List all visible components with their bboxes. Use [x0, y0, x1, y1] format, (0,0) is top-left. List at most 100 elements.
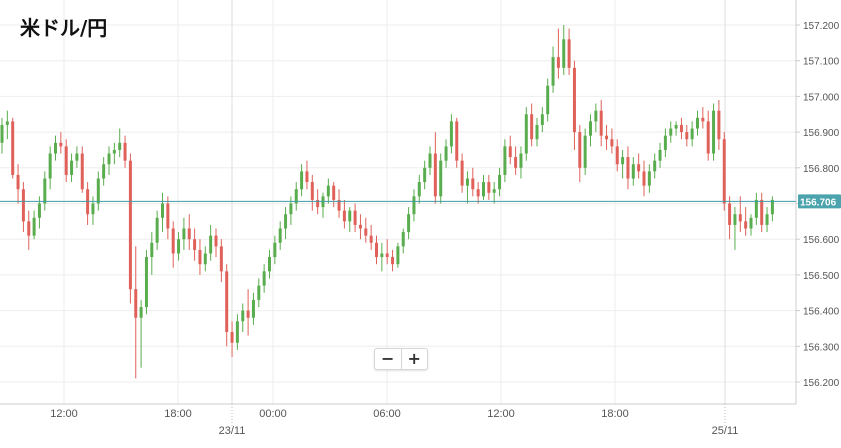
y-tick-label: 156.400: [803, 307, 840, 318]
candle: [246, 289, 250, 336]
candle-body: [396, 246, 400, 265]
candle: [589, 114, 592, 147]
candle: [219, 239, 223, 283]
candle-body: [316, 199, 320, 208]
candle: [498, 167, 502, 197]
candle-body: [647, 171, 651, 186]
candle: [615, 139, 619, 172]
candle-body: [444, 146, 448, 161]
candle: [209, 224, 213, 261]
y-tick-label: 156.900: [803, 128, 840, 139]
candle-body: [663, 135, 667, 150]
candle: [139, 299, 143, 368]
candle: [230, 321, 234, 358]
candle: [369, 224, 373, 250]
candle-body: [514, 157, 518, 168]
candle: [455, 117, 459, 168]
candle-body: [0, 124, 4, 143]
candle-body: [144, 257, 148, 308]
candle: [70, 153, 74, 183]
candle-body: [102, 164, 106, 179]
candle: [754, 192, 758, 225]
candle-body: [11, 121, 15, 175]
candle: [594, 103, 598, 133]
candle-body: [556, 57, 560, 68]
candle-body: [230, 332, 234, 343]
candle-body: [150, 242, 154, 258]
candle-body: [465, 178, 469, 186]
candle-body: [337, 199, 341, 211]
candle: [107, 146, 111, 175]
candle: [123, 135, 127, 168]
candle-body: [16, 174, 20, 190]
candle: [578, 124, 582, 183]
candle: [492, 182, 496, 204]
candle-body: [385, 253, 389, 258]
candle-body: [139, 307, 143, 318]
candle-body: [626, 157, 630, 179]
candle-body: [112, 149, 116, 154]
candle-body: [219, 246, 223, 272]
candle: [663, 128, 667, 158]
candle: [171, 221, 175, 268]
candle: [166, 196, 170, 240]
candle-body: [412, 196, 416, 215]
candle: [631, 157, 635, 186]
candle: [396, 242, 400, 268]
candle-body: [155, 217, 159, 243]
candle: [358, 214, 362, 240]
candle-body: [605, 135, 609, 140]
candle: [177, 232, 181, 261]
candle-body: [685, 132, 689, 140]
candle-body: [765, 214, 769, 225]
candle: [696, 110, 699, 136]
candle-body: [54, 142, 57, 154]
candle-body: [701, 117, 705, 122]
zoom-out-button[interactable]: −: [381, 349, 395, 368]
candle: [214, 228, 218, 258]
candle: [556, 28, 560, 79]
candle-body: [235, 321, 239, 343]
candle: [375, 235, 378, 265]
y-tick-label: 157.000: [803, 92, 840, 103]
candle-body: [449, 121, 453, 147]
y-tick-label: 156.300: [803, 342, 840, 353]
candle-body: [310, 182, 314, 200]
candle: [653, 153, 657, 179]
candle-body: [428, 153, 432, 168]
candle: [102, 157, 106, 186]
candle: [765, 207, 769, 233]
candle-body: [562, 39, 566, 68]
candle: [203, 246, 207, 272]
candle: [508, 135, 512, 165]
candle-body: [589, 121, 592, 136]
y-tick-label: 156.200: [803, 378, 840, 389]
candle: [679, 117, 683, 140]
candle-body: [498, 174, 502, 190]
candle-body: [128, 160, 132, 290]
candle-body: [225, 271, 229, 333]
candle: [551, 46, 555, 93]
candle-body: [401, 232, 405, 247]
candle-body: [43, 178, 47, 204]
candle-body: [134, 289, 138, 318]
candle: [16, 164, 20, 204]
candle-body: [273, 242, 277, 258]
zoom-in-button[interactable]: +: [400, 349, 428, 369]
candle: [134, 246, 138, 379]
candle: [728, 196, 732, 240]
candle-body: [492, 189, 496, 193]
candle: [257, 278, 261, 308]
candle: [744, 207, 748, 236]
candle: [567, 28, 571, 75]
candle-body: [551, 57, 555, 86]
candle: [332, 182, 336, 208]
candle-body: [583, 135, 587, 168]
candle-body: [524, 114, 528, 154]
candle: [32, 210, 36, 240]
candle-body: [471, 178, 475, 190]
candle: [289, 196, 293, 225]
candle-body: [417, 182, 421, 197]
candle-body: [332, 185, 336, 200]
candle: [144, 249, 148, 315]
